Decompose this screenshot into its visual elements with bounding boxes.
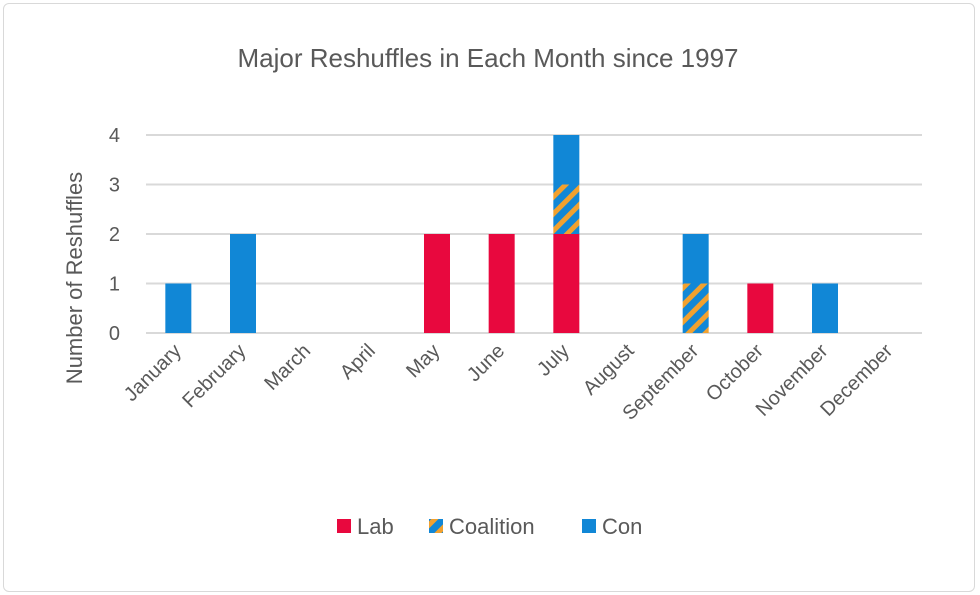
bars [165,135,838,333]
legend-label: Lab [357,514,394,539]
bar-segment [682,234,709,284]
chart-title: Major Reshuffles in Each Month since 199… [237,43,738,73]
x-tick-label: March [260,340,315,395]
legend-label: Coalition [449,514,535,539]
bar-segment [553,234,580,333]
x-tick-label: January [120,340,186,406]
x-tick-label: July [533,340,574,381]
y-axis-label: Number of Reshuffles [62,172,87,384]
y-tick-label: 3 [109,175,120,197]
bar-segment [553,184,580,234]
bar-segment [812,283,838,333]
y-tick-labels: 0 1 2 3 4 [109,125,120,345]
bar-segment [682,283,709,333]
bar-segment [230,234,256,333]
bar-segment [488,234,515,333]
y-tick-label: 4 [109,125,120,147]
x-tick-label: April [336,340,380,384]
bar-segment [165,283,192,333]
x-tick-label: October [702,340,768,406]
bar-segment [747,283,774,333]
y-tick-label: 1 [109,274,120,296]
x-tick-label: May [402,340,444,382]
y-tick-label: 0 [109,323,120,345]
legend-label: Con [602,514,642,539]
legend-swatch [582,519,596,533]
legend-swatch [337,519,351,533]
legend: Lab Coalition Con [337,514,642,539]
x-tick-label: February [178,340,250,412]
y-tick-label: 2 [109,224,120,246]
bar-segment [553,135,580,185]
gridlines [146,134,922,334]
x-tick-label: June [463,340,509,386]
bar-segment [424,234,450,333]
x-tick-label: August [579,340,639,400]
legend-swatch [429,519,443,533]
